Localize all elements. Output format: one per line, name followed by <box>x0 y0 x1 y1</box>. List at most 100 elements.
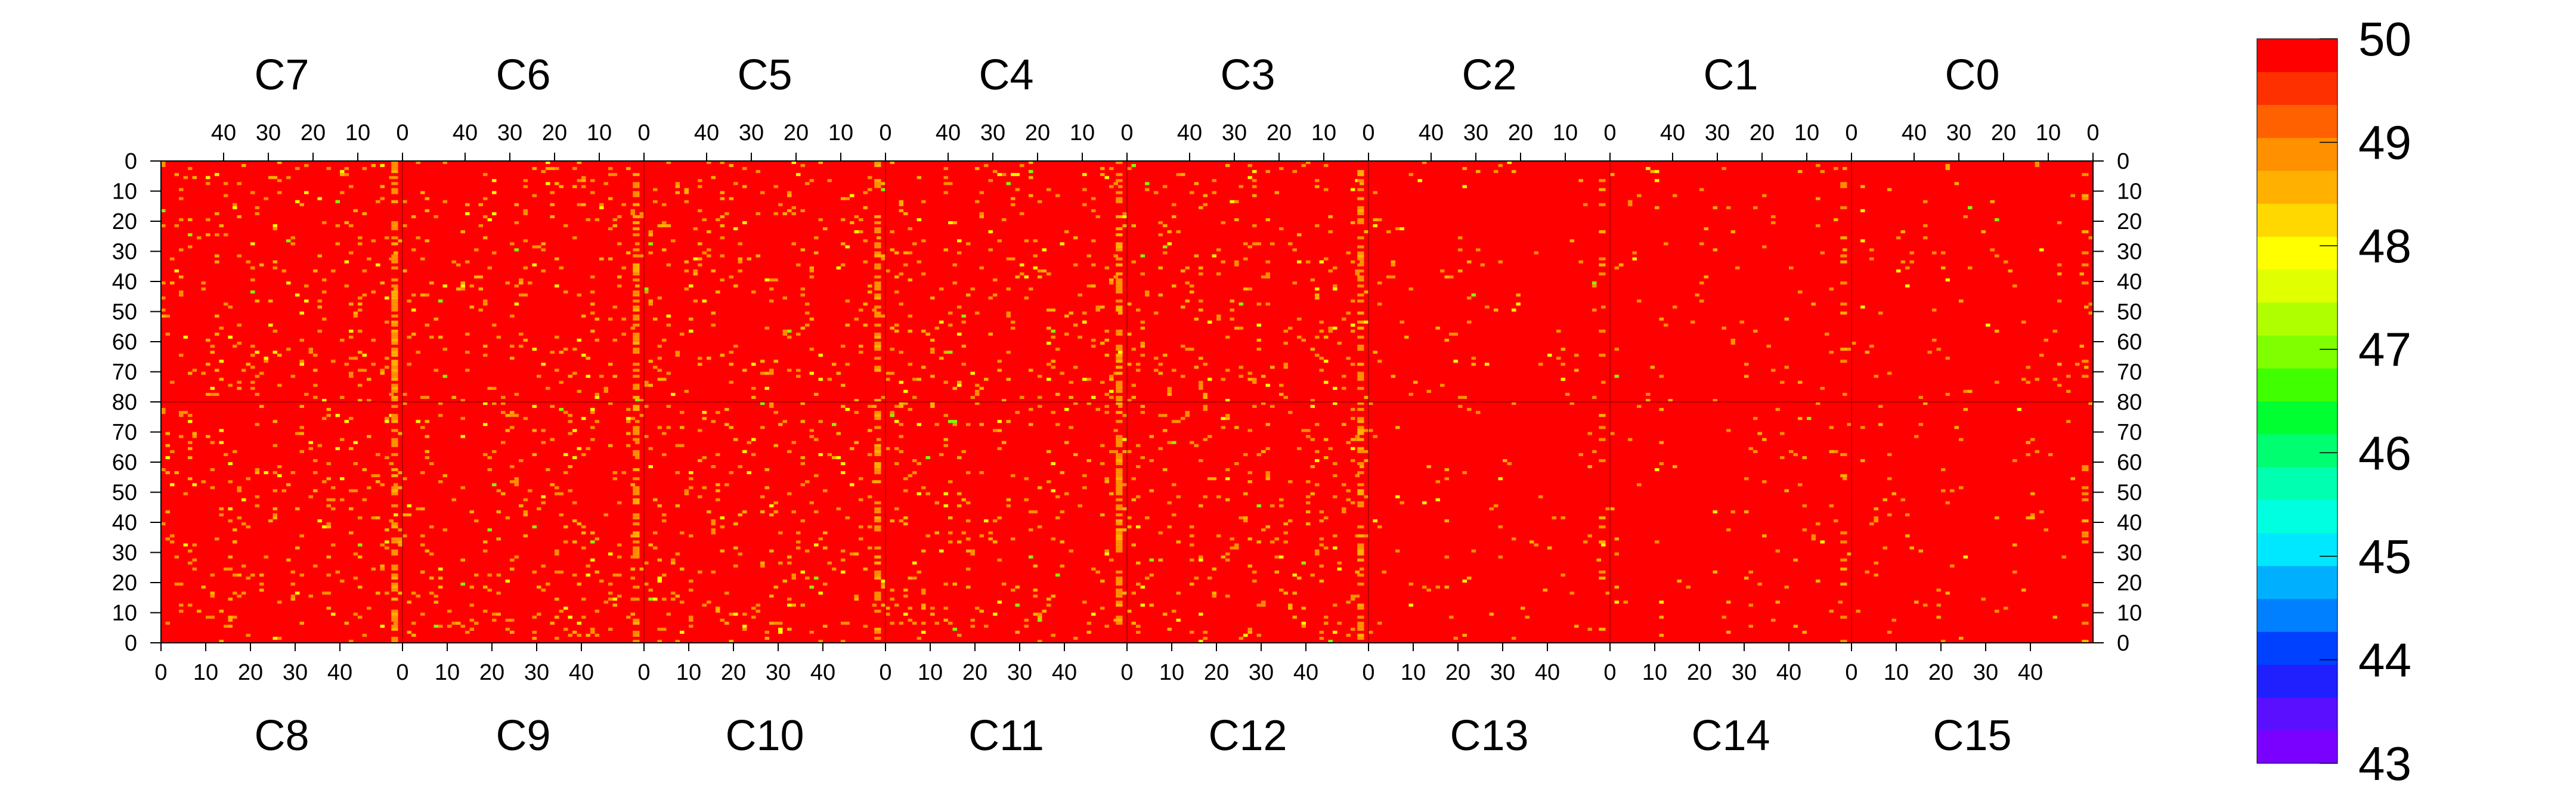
heatmap-cell <box>1771 369 1776 372</box>
heatmap-cell <box>1116 589 1123 592</box>
heatmap-cell <box>1136 495 1141 499</box>
heatmap-cell <box>894 329 899 333</box>
heatmap-cell <box>317 519 322 522</box>
heatmap-cell <box>975 606 980 610</box>
heatmap-cell <box>411 633 416 637</box>
heatmap-cell <box>546 167 550 171</box>
heatmap-cell <box>662 573 667 577</box>
heatmap-cell <box>993 293 998 297</box>
heatmap-cell <box>1357 377 1364 381</box>
heatmap-cell <box>340 191 345 194</box>
heatmap-cell <box>1252 242 1257 246</box>
heatmap-cell <box>764 386 769 390</box>
heatmap-cell <box>1762 534 1767 538</box>
heatmap-cell <box>787 191 792 194</box>
heatmap-cell <box>2017 408 2021 411</box>
heatmap-cell <box>1172 513 1176 516</box>
heatmap-cell <box>438 402 443 405</box>
colorbar-segment <box>2257 39 2337 72</box>
heatmap-cell <box>908 329 912 333</box>
heatmap-cell <box>1127 450 1132 453</box>
heatmap-cell <box>675 191 680 194</box>
heatmap-cell <box>2052 377 2057 381</box>
heatmap-cell <box>1373 224 1377 228</box>
heatmap-cell <box>1060 510 1064 513</box>
heatmap-cell <box>391 383 398 387</box>
heatmap-cell <box>1408 392 1413 396</box>
heatmap-cell <box>633 429 640 432</box>
heatmap-cell <box>1874 519 1878 522</box>
heatmap-cell <box>1116 468 1123 472</box>
heatmap-cell <box>1118 405 1123 408</box>
heatmap-cell <box>2082 374 2089 378</box>
heatmap-cell <box>1225 558 1230 562</box>
bottom-x-tick-label: 10 <box>1884 660 1909 685</box>
heatmap-cell <box>630 212 635 215</box>
top-x-tick-label: 10 <box>1311 120 1336 145</box>
heatmap-cell <box>702 456 707 459</box>
heatmap-cell <box>1190 534 1194 538</box>
heatmap-cell <box>769 621 774 625</box>
heatmap-cell <box>1116 492 1123 496</box>
heatmap-cell <box>921 592 926 595</box>
heatmap-cell <box>1006 287 1011 291</box>
y-tick-label-left: 10 <box>112 179 137 205</box>
heatmap-cell <box>237 486 242 490</box>
heatmap-cell <box>1887 630 1892 634</box>
heatmap-cell <box>349 357 354 360</box>
heatmap-cell <box>1840 639 1847 643</box>
heatmap-cell <box>626 408 631 411</box>
heatmap-cell <box>1116 489 1123 493</box>
heatmap-cell <box>1002 173 1007 177</box>
heatmap-cell <box>1346 251 1351 255</box>
heatmap-cell <box>751 438 756 441</box>
heatmap-cell <box>921 329 926 333</box>
heatmap-cell <box>2082 519 2089 522</box>
heatmap-cell <box>1324 360 1329 363</box>
heatmap-cell <box>689 624 693 628</box>
heatmap-cell <box>268 299 273 303</box>
heatmap-cell <box>733 182 738 185</box>
heatmap-cell <box>890 230 894 234</box>
heatmap-cell <box>228 480 233 484</box>
heatmap-cell <box>1116 197 1123 200</box>
y-tick-label-left: 60 <box>112 330 137 355</box>
heatmap-cell <box>376 263 380 267</box>
heatmap-cell <box>1015 173 1020 177</box>
heatmap-cell <box>188 218 193 221</box>
heatmap-cell <box>1324 621 1329 625</box>
heatmap-cell <box>391 618 398 622</box>
heatmap-cell <box>1199 308 1203 312</box>
heatmap-cell <box>1006 257 1011 261</box>
heatmap-cell <box>555 492 559 496</box>
heatmap-cell <box>331 360 336 363</box>
heatmap-cell <box>2084 366 2089 369</box>
heatmap-cell <box>550 203 555 206</box>
colorbar-segment <box>2257 137 2337 171</box>
bottom-chip-label: C13 <box>1450 712 1528 760</box>
heatmap-cell <box>179 290 184 294</box>
heatmap-cell <box>344 363 349 366</box>
heatmap-cell <box>519 345 524 348</box>
heatmap-cell <box>1444 586 1449 589</box>
heatmap-cell <box>988 179 993 182</box>
top-x-tick-label: 10 <box>1794 120 1819 145</box>
heatmap-cell <box>800 519 805 522</box>
heatmap-cell <box>1086 254 1091 258</box>
heatmap-cell <box>633 215 640 218</box>
heatmap-cell <box>1373 435 1377 438</box>
heatmap-cell <box>1118 185 1123 188</box>
heatmap-cell <box>304 392 309 396</box>
heatmap-cell <box>188 420 193 423</box>
heatmap-cell <box>1357 583 1364 586</box>
heatmap-cell <box>1357 462 1364 466</box>
heatmap-cell <box>966 471 971 475</box>
heatmap-cell <box>1116 179 1123 182</box>
heatmap-cell <box>680 426 685 429</box>
heatmap-cell <box>469 603 474 607</box>
heatmap-cell <box>317 305 322 309</box>
heatmap-cell <box>219 224 224 228</box>
heatmap-cell <box>764 278 769 281</box>
heatmap-cell <box>371 338 376 342</box>
heatmap-cell <box>438 335 443 339</box>
